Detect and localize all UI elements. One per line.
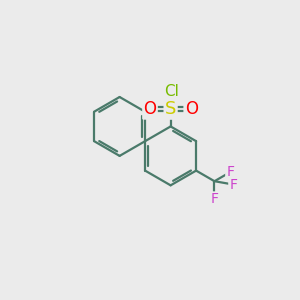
Text: O: O (143, 100, 157, 118)
Text: Cl: Cl (164, 84, 178, 99)
Text: S: S (165, 100, 176, 118)
Text: F: F (211, 193, 218, 206)
Text: F: F (226, 165, 234, 179)
Text: O: O (185, 100, 198, 118)
Text: F: F (229, 178, 237, 191)
